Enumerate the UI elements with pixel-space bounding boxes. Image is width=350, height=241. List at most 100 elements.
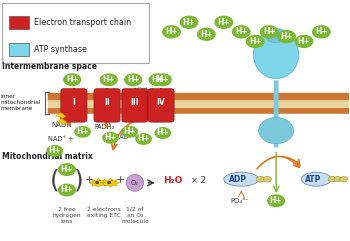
Circle shape: [180, 16, 198, 28]
Text: +: +: [116, 175, 126, 185]
Text: (: (: [50, 168, 60, 192]
Text: IV: IV: [157, 98, 166, 107]
FancyBboxPatch shape: [94, 89, 120, 122]
Text: +: +: [85, 175, 94, 185]
Polygon shape: [55, 113, 66, 119]
Ellipse shape: [126, 174, 144, 191]
Text: H+: H+: [137, 134, 150, 143]
Circle shape: [163, 26, 180, 38]
Text: III: III: [131, 98, 139, 107]
Text: H+: H+: [263, 27, 275, 36]
Circle shape: [334, 177, 342, 182]
Circle shape: [149, 74, 166, 86]
Text: FADH₂: FADH₂: [95, 124, 115, 130]
Circle shape: [268, 195, 285, 207]
Text: H+: H+: [104, 133, 117, 142]
Text: Electron transport chain: Electron transport chain: [34, 18, 131, 27]
Text: H+: H+: [165, 27, 178, 36]
Text: ATP: ATP: [305, 175, 322, 184]
Ellipse shape: [265, 28, 287, 43]
Ellipse shape: [253, 31, 299, 79]
Circle shape: [256, 176, 265, 182]
Text: H+: H+: [235, 27, 247, 36]
Circle shape: [328, 177, 336, 182]
FancyBboxPatch shape: [122, 89, 148, 122]
Text: 1/2 of
an O₂
molecule: 1/2 of an O₂ molecule: [121, 207, 149, 224]
Text: I: I: [72, 98, 75, 107]
Text: e⁻: e⁻: [94, 180, 102, 185]
Text: H+: H+: [200, 30, 213, 39]
FancyBboxPatch shape: [148, 89, 174, 122]
Text: H+: H+: [151, 75, 164, 84]
Text: PO₄³⁻: PO₄³⁻: [230, 198, 249, 204]
Circle shape: [215, 16, 232, 28]
Text: H+: H+: [66, 75, 78, 84]
Circle shape: [100, 74, 117, 86]
Text: H+: H+: [48, 147, 61, 155]
Text: Intermembrane space: Intermembrane space: [2, 62, 97, 71]
Circle shape: [198, 28, 215, 40]
Text: H₂O: H₂O: [163, 176, 182, 185]
Text: Mitochondrial matrix: Mitochondrial matrix: [2, 152, 93, 161]
Text: NAD⁺ +: NAD⁺ +: [48, 136, 74, 142]
Circle shape: [295, 35, 313, 47]
FancyBboxPatch shape: [9, 43, 29, 56]
Polygon shape: [56, 119, 67, 125]
Circle shape: [125, 74, 141, 86]
Text: H+: H+: [315, 27, 328, 36]
Circle shape: [340, 177, 348, 182]
Text: 2 free
hydrogen
ions: 2 free hydrogen ions: [52, 207, 81, 224]
Text: O₂: O₂: [131, 180, 139, 186]
Text: H+: H+: [249, 37, 261, 46]
Text: FAD⁺ +: FAD⁺ +: [116, 134, 140, 140]
Circle shape: [313, 26, 330, 38]
Circle shape: [58, 184, 75, 196]
Text: H+: H+: [217, 18, 230, 27]
Circle shape: [263, 176, 272, 182]
Circle shape: [154, 74, 171, 86]
Text: e⁻: e⁻: [107, 180, 114, 185]
FancyBboxPatch shape: [48, 100, 349, 109]
Text: H+: H+: [298, 37, 310, 46]
Text: NADH: NADH: [51, 122, 72, 128]
Text: H+: H+: [156, 128, 169, 137]
FancyBboxPatch shape: [48, 108, 349, 114]
Circle shape: [155, 128, 170, 138]
Text: H+: H+: [183, 18, 195, 27]
Circle shape: [136, 134, 151, 144]
Circle shape: [75, 127, 90, 137]
Text: H+: H+: [280, 32, 293, 41]
Text: II: II: [104, 98, 110, 107]
Text: ADP: ADP: [229, 175, 247, 184]
Ellipse shape: [224, 172, 259, 186]
FancyBboxPatch shape: [274, 80, 279, 147]
Circle shape: [122, 127, 137, 137]
Polygon shape: [102, 179, 120, 187]
Text: H+: H+: [61, 186, 73, 194]
Ellipse shape: [259, 117, 294, 144]
Circle shape: [260, 26, 278, 38]
Text: H+: H+: [127, 75, 140, 84]
Text: H+: H+: [76, 127, 89, 136]
Text: ): ): [74, 168, 84, 192]
Text: H+: H+: [123, 127, 136, 136]
Text: Cyt c: Cyt c: [137, 87, 153, 92]
Text: × 2: × 2: [191, 176, 205, 185]
Circle shape: [103, 133, 118, 143]
FancyBboxPatch shape: [2, 3, 149, 63]
Circle shape: [47, 146, 62, 156]
Text: H+: H+: [156, 75, 169, 84]
FancyBboxPatch shape: [48, 93, 349, 101]
Text: ATP synthase: ATP synthase: [34, 45, 87, 54]
FancyBboxPatch shape: [9, 16, 29, 29]
Circle shape: [232, 26, 250, 38]
Circle shape: [64, 74, 80, 86]
FancyBboxPatch shape: [61, 89, 87, 122]
Circle shape: [58, 164, 75, 175]
Circle shape: [246, 35, 264, 47]
Text: 2 electrons
exiting ETC: 2 electrons exiting ETC: [88, 207, 121, 218]
Text: H+: H+: [103, 75, 115, 84]
Text: Inner
mitochondrial
membrane: Inner mitochondrial membrane: [1, 94, 41, 111]
Ellipse shape: [301, 172, 331, 186]
Text: H+: H+: [61, 165, 73, 174]
